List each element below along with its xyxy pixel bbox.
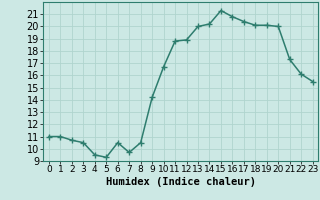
X-axis label: Humidex (Indice chaleur): Humidex (Indice chaleur) bbox=[106, 177, 256, 187]
